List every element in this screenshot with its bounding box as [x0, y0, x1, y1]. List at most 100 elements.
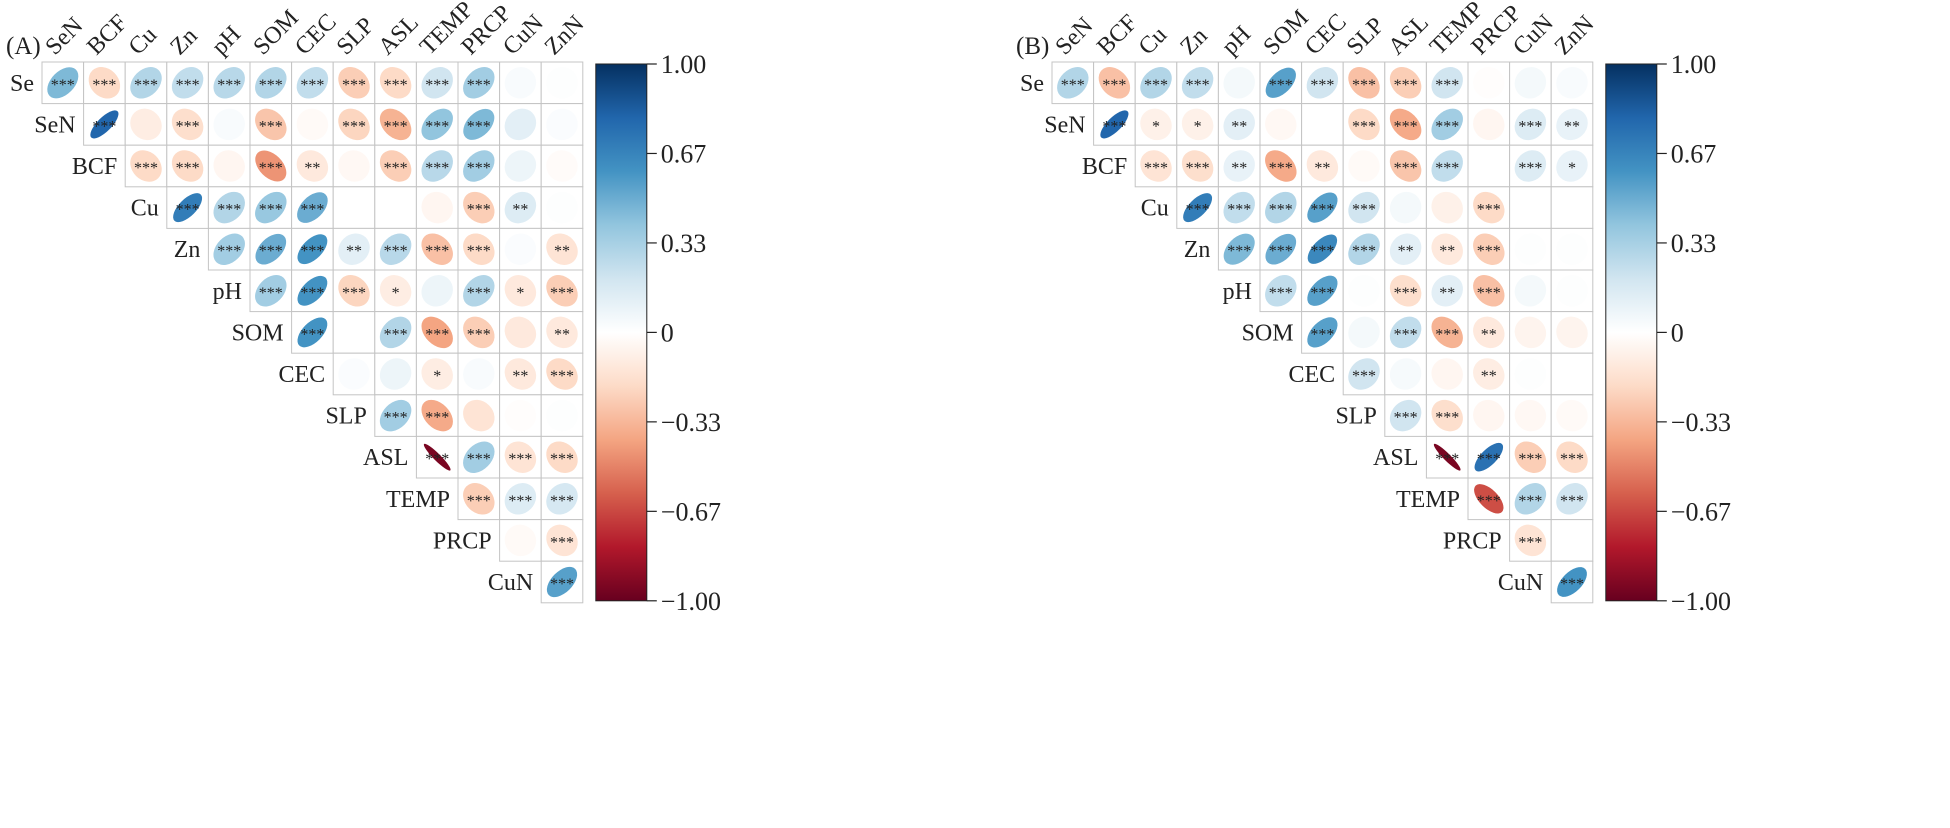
- row-label: Cu: [131, 196, 159, 222]
- correlation-ellipse: [1514, 441, 1547, 473]
- row-label: PRCP: [433, 528, 492, 554]
- row-label: Zn: [1184, 237, 1211, 263]
- panel-label: (B): [1016, 33, 1049, 60]
- correlation-ellipse: [1556, 483, 1588, 515]
- colorbar-tick-label: −0.67: [661, 497, 721, 526]
- correlation-ellipse: [1181, 150, 1214, 182]
- correlation-ellipse: [504, 275, 537, 307]
- significance-label: ***: [467, 493, 491, 510]
- significance-label: ***: [1269, 77, 1293, 94]
- correlation-ellipse: [546, 566, 578, 598]
- column-label: CEC: [290, 9, 341, 60]
- significance-label: **: [1481, 368, 1497, 385]
- correlation-ellipse: [213, 233, 245, 265]
- row-label: Cu: [1141, 196, 1169, 222]
- correlation-ellipse: [1473, 316, 1505, 349]
- significance-label: ***: [217, 243, 241, 260]
- significance-label: ***: [425, 451, 449, 468]
- colorbar-tick-label: −1.00: [661, 587, 721, 616]
- significance-label: ***: [1518, 160, 1542, 177]
- significance-label: ***: [508, 493, 532, 510]
- significance-label: ***: [384, 77, 408, 94]
- correlation-ellipse: [1265, 233, 1297, 265]
- correlation-ellipse: [504, 399, 537, 432]
- correlation-ellipse: [47, 67, 79, 99]
- significance-label: ***: [51, 77, 75, 94]
- significance-label: ***: [384, 160, 408, 177]
- colorbar-tick-label: 1.00: [661, 50, 707, 79]
- column-label: SOM: [249, 5, 304, 60]
- correlation-ellipse: [1556, 316, 1588, 349]
- row-label: CuN: [488, 570, 533, 596]
- correlation-ellipse: [379, 67, 412, 99]
- correlation-ellipse: [504, 358, 537, 390]
- column-label: ASL: [373, 10, 423, 60]
- significance-label: **: [1398, 243, 1414, 260]
- significance-label: ***: [550, 534, 574, 551]
- correlation-ellipse: [504, 483, 537, 515]
- significance-label: ***: [1352, 118, 1376, 135]
- significance-label: ***: [134, 160, 158, 177]
- significance-label: **: [1231, 118, 1247, 135]
- significance-label: ***: [92, 77, 116, 94]
- correlation-ellipse: [1389, 233, 1422, 265]
- significance-label: ***: [1518, 451, 1542, 468]
- correlation-ellipse: [421, 108, 453, 141]
- significance-label: ***: [217, 202, 241, 219]
- correlation-ellipse: [1556, 358, 1588, 390]
- row-label: pH: [1223, 279, 1252, 305]
- significance-label: ***: [1227, 202, 1251, 219]
- significance-label: ***: [300, 285, 324, 302]
- significance-label: **: [512, 368, 528, 385]
- correlation-ellipse: [546, 108, 578, 141]
- significance-label: ***: [467, 326, 491, 343]
- significance-label: ***: [1518, 118, 1542, 135]
- correlation-ellipse: [1556, 524, 1588, 557]
- significance-label: ***: [1352, 202, 1376, 219]
- correlation-ellipse: [1473, 233, 1505, 265]
- correlation-ellipse: [1473, 67, 1505, 99]
- correlation-ellipse: [379, 233, 412, 265]
- row-label: TEMP: [386, 487, 450, 513]
- correlation-ellipse: [1556, 399, 1588, 432]
- column-label: Zn: [165, 23, 202, 60]
- significance-label: ***: [300, 243, 324, 260]
- significance-label: ***: [467, 202, 491, 219]
- correlation-ellipse: [421, 358, 453, 390]
- correlation-ellipse: [1514, 150, 1547, 182]
- significance-label: *: [392, 285, 400, 302]
- colorbar-tick-label: 0.33: [1671, 229, 1717, 258]
- correlation-ellipse: [90, 110, 119, 139]
- significance-label: ***: [1061, 77, 1085, 94]
- significance-label: **: [512, 202, 528, 219]
- correlation-ellipse: [1431, 108, 1463, 141]
- correlation-ellipse: [1431, 150, 1463, 182]
- significance-label: *: [433, 368, 441, 385]
- significance-label: ***: [425, 326, 449, 343]
- significance-label: ***: [1560, 576, 1584, 593]
- correlation-ellipse: [1556, 275, 1588, 307]
- significance-label: ***: [1435, 410, 1459, 427]
- correlation-ellipse: [1307, 275, 1338, 306]
- row-label: SeN: [1044, 112, 1085, 138]
- significance-label: ***: [1269, 285, 1293, 302]
- significance-label: ***: [1435, 160, 1459, 177]
- significance-label: ***: [425, 77, 449, 94]
- correlation-ellipse: [1514, 399, 1547, 432]
- correlation-ellipse: [1473, 191, 1505, 224]
- row-label: CuN: [1498, 570, 1543, 596]
- correlation-ellipse: [88, 67, 121, 99]
- correlation-ellipse: [1223, 67, 1255, 99]
- row-label: pH: [213, 279, 242, 305]
- significance-label: **: [304, 160, 320, 177]
- correlation-ellipse: [1265, 191, 1297, 224]
- column-label: ZnN: [1550, 11, 1599, 60]
- correlation-ellipse: [1431, 275, 1463, 307]
- correlation-ellipse: [1265, 108, 1297, 141]
- row-label: BCF: [1082, 154, 1127, 180]
- correlation-ellipse: [1514, 275, 1547, 307]
- significance-label: *: [1152, 118, 1160, 135]
- correlation-ellipse: [1514, 483, 1547, 515]
- significance-label: ***: [176, 118, 200, 135]
- correlation-ellipse: [463, 275, 495, 307]
